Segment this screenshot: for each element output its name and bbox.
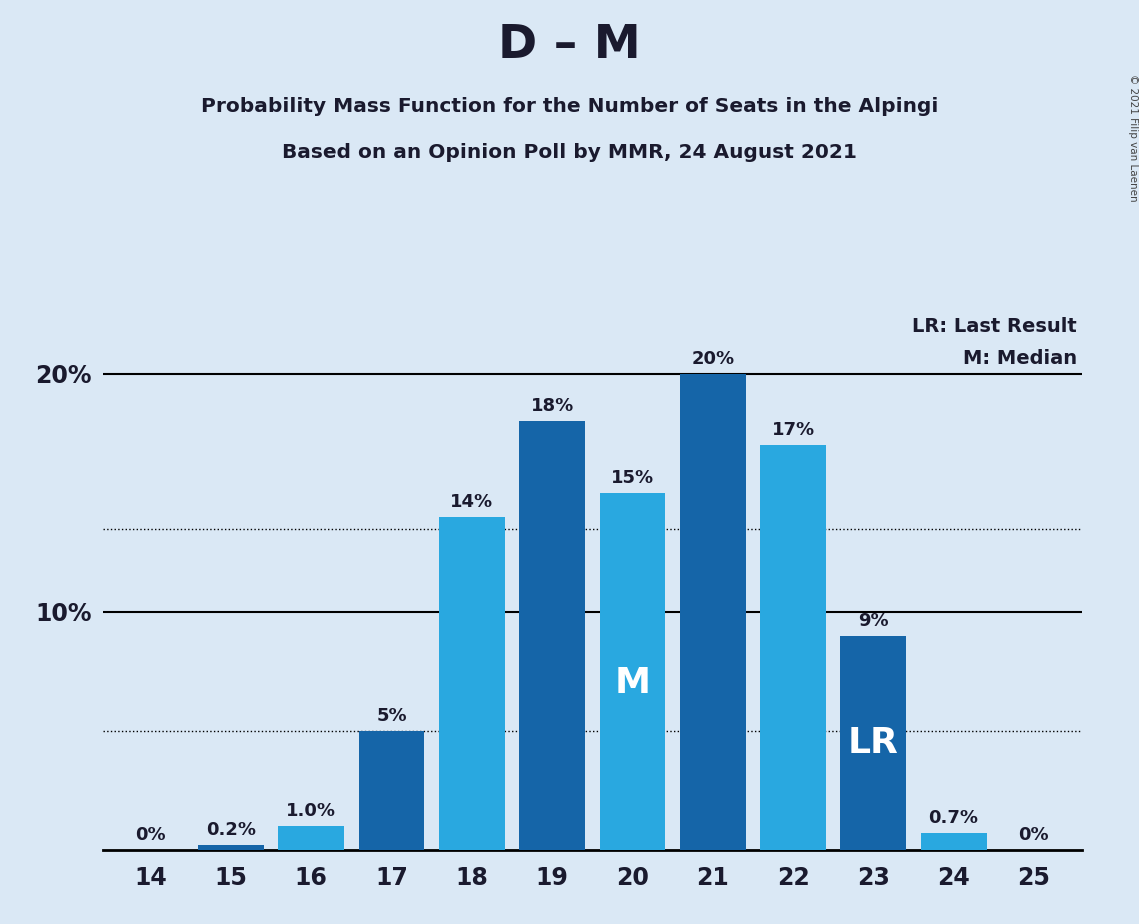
- Text: 0.2%: 0.2%: [206, 821, 256, 839]
- Text: 5%: 5%: [376, 707, 407, 725]
- Bar: [439, 517, 505, 850]
- Text: Probability Mass Function for the Number of Seats in the Alpingi: Probability Mass Function for the Number…: [200, 97, 939, 116]
- Bar: [599, 492, 665, 850]
- Bar: [760, 445, 826, 850]
- Text: 0%: 0%: [1018, 826, 1049, 845]
- Text: 0%: 0%: [136, 826, 166, 845]
- Text: D – M: D – M: [498, 23, 641, 68]
- Text: Based on an Opinion Poll by MMR, 24 August 2021: Based on an Opinion Poll by MMR, 24 Augu…: [282, 143, 857, 163]
- Text: 17%: 17%: [771, 421, 814, 439]
- Bar: [920, 833, 986, 850]
- Bar: [841, 636, 907, 850]
- Text: 9%: 9%: [858, 612, 888, 630]
- Text: LR: Last Result: LR: Last Result: [912, 317, 1077, 335]
- Bar: [278, 826, 344, 850]
- Text: 15%: 15%: [611, 468, 654, 487]
- Bar: [680, 373, 746, 850]
- Text: M: M: [614, 666, 650, 700]
- Text: M: Median: M: Median: [964, 349, 1077, 368]
- Bar: [359, 731, 425, 850]
- Text: LR: LR: [847, 726, 899, 760]
- Text: 1.0%: 1.0%: [286, 802, 336, 821]
- Text: © 2021 Filip van Laenen: © 2021 Filip van Laenen: [1129, 74, 1138, 201]
- Bar: [198, 845, 264, 850]
- Bar: [519, 421, 585, 850]
- Text: 14%: 14%: [450, 492, 493, 511]
- Text: 0.7%: 0.7%: [928, 809, 978, 828]
- Text: 18%: 18%: [531, 397, 574, 416]
- Text: 20%: 20%: [691, 350, 735, 368]
